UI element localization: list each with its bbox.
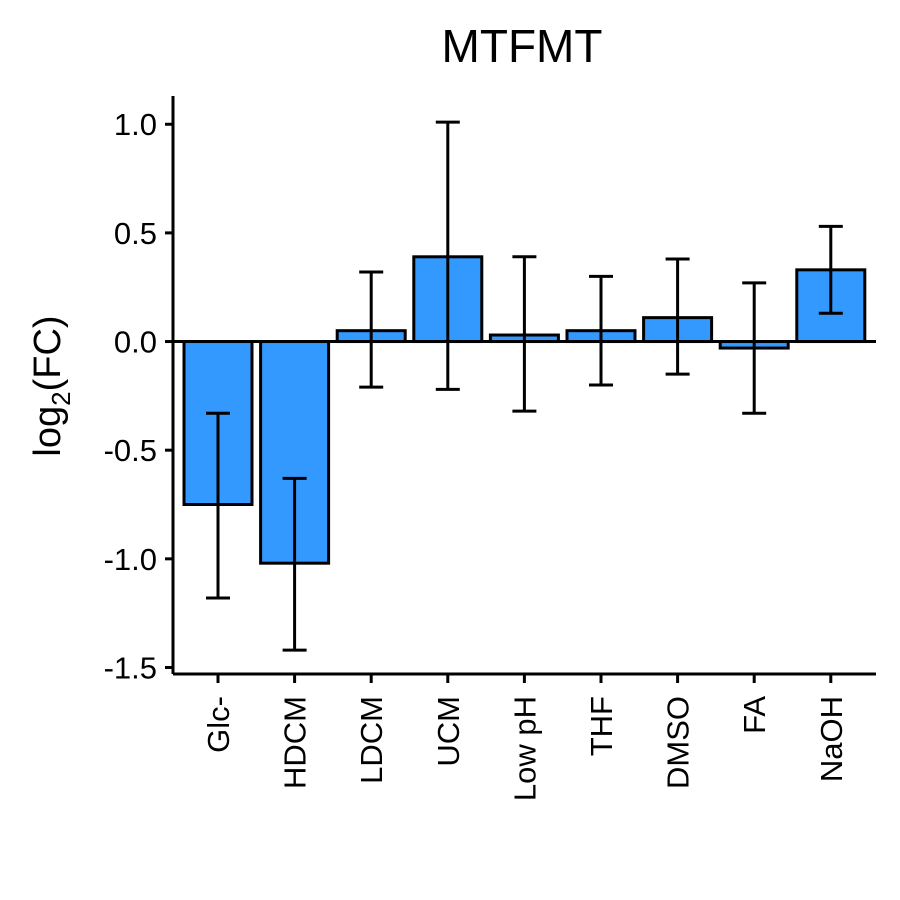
x-tick-label: LDCM xyxy=(354,696,389,784)
x-tick-label: THF xyxy=(584,696,619,756)
y-tick-label: 1.0 xyxy=(114,107,157,142)
error-bar xyxy=(359,270,384,389)
x-tick-label: NaOH xyxy=(814,696,849,782)
error-bar xyxy=(742,281,767,415)
error-bar xyxy=(435,120,460,391)
y-tick-label: -1.0 xyxy=(104,542,157,577)
y-axis-label-subscript: 2 xyxy=(46,391,76,405)
y-axis-label-main: log xyxy=(27,406,69,457)
error-bars xyxy=(206,120,843,652)
x-tick-label: HDCM xyxy=(278,696,313,789)
x-tick-label: FA xyxy=(737,696,772,734)
x-axis-ticks: Glc- HDCM LDCM UCM Low pH THF DMSO FA NaOH xyxy=(201,674,849,801)
y-axis-label: log2(FC) xyxy=(27,315,76,456)
y-tick-label: -0.5 xyxy=(104,433,157,468)
y-axis-ticks: 1.0 0.5 0.0 -0.5 -1.0 -1.5 xyxy=(104,107,173,685)
x-tick-label: Low pH xyxy=(507,696,542,801)
error-bar xyxy=(206,411,230,600)
y-axis-label-rest: (FC) xyxy=(27,315,69,391)
error-bar xyxy=(282,476,307,652)
y-tick-label: -1.5 xyxy=(104,650,157,685)
error-bar xyxy=(665,257,690,376)
x-tick-label: DMSO xyxy=(661,696,696,789)
error-bar xyxy=(512,255,537,413)
x-tick-label: UCM xyxy=(431,696,466,767)
error-bar xyxy=(818,224,843,315)
chart-title: MTFMT xyxy=(442,20,603,72)
y-tick-label: 0.0 xyxy=(114,325,157,360)
x-tick-label: Glc- xyxy=(201,696,236,753)
error-bar xyxy=(589,274,613,387)
y-tick-label: 0.5 xyxy=(114,216,157,251)
